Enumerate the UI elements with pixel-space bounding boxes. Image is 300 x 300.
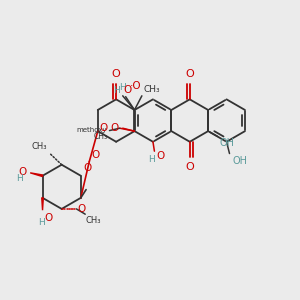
Text: ·O: ·O <box>130 81 142 91</box>
Text: O: O <box>185 69 194 79</box>
Text: O: O <box>156 151 164 161</box>
Text: O: O <box>100 123 108 133</box>
Text: O: O <box>18 167 27 177</box>
Text: O: O <box>78 204 86 214</box>
Text: O: O <box>112 69 121 79</box>
Text: OH: OH <box>232 157 247 166</box>
Polygon shape <box>42 198 43 210</box>
Text: O: O <box>44 213 52 223</box>
Text: CH₃: CH₃ <box>94 132 108 141</box>
Text: OH: OH <box>219 138 234 148</box>
Text: O: O <box>83 164 92 173</box>
Text: O: O <box>185 162 194 172</box>
Text: O: O <box>123 85 132 94</box>
Text: CH₃: CH₃ <box>143 85 160 94</box>
Text: O: O <box>92 150 100 160</box>
Text: CH₃: CH₃ <box>32 142 47 151</box>
Text: CH₃: CH₃ <box>86 216 101 225</box>
Text: H: H <box>38 218 44 227</box>
Text: H: H <box>119 83 126 92</box>
Polygon shape <box>30 173 43 176</box>
Text: O: O <box>110 123 118 133</box>
Text: H: H <box>148 155 155 164</box>
Text: H: H <box>16 174 23 183</box>
Text: H: H <box>113 85 120 94</box>
Text: methoxy: methoxy <box>76 127 106 133</box>
